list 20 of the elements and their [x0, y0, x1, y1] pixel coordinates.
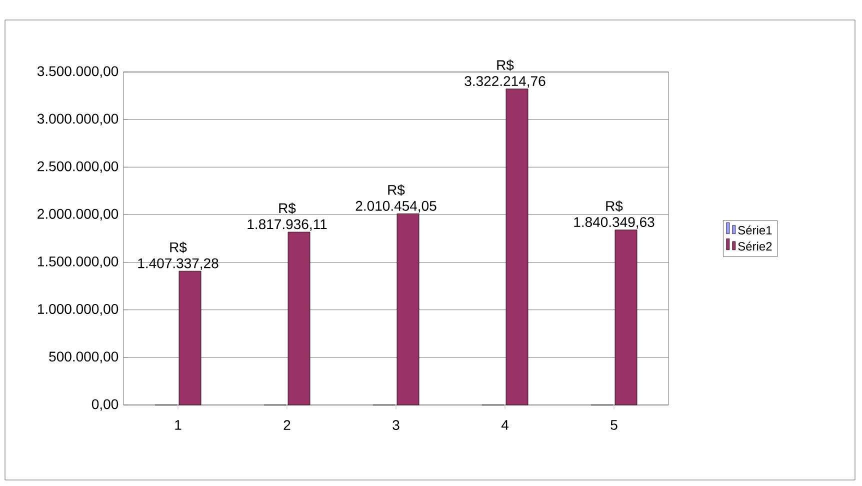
y-tick-label: 0,00: [92, 399, 118, 411]
data-label: R$ 1.407.337,28: [138, 242, 218, 270]
x-tick-label: 3: [392, 420, 400, 430]
data-label: R$ 3.322.214,76: [464, 60, 546, 88]
data-label: R$ 2.010.454,05: [356, 184, 436, 213]
y-tick-label: 1.000.000,00: [38, 304, 118, 316]
data-label: R$ 1.840.349,63: [574, 200, 654, 229]
y-tick-label: 2.500.000,00: [38, 161, 118, 173]
legend-label: Série2: [738, 242, 772, 251]
y-tick-label: 3.000.000,00: [37, 114, 118, 126]
y-tick-label: 500.000,00: [49, 352, 118, 364]
y-tick-label: 3.500.000,00: [37, 66, 118, 78]
legend-label: Série1: [738, 226, 772, 234]
x-tick-label: 4: [501, 420, 508, 430]
x-tick-label: 2: [284, 420, 290, 430]
y-tick-label: 2.000.000,00: [38, 208, 118, 220]
x-tick-label: 1: [175, 420, 182, 430]
y-tick-label: 1.500.000,00: [38, 256, 118, 268]
data-label: R$ 1.817.936,11: [248, 202, 327, 231]
x-tick-label: 5: [610, 420, 618, 430]
